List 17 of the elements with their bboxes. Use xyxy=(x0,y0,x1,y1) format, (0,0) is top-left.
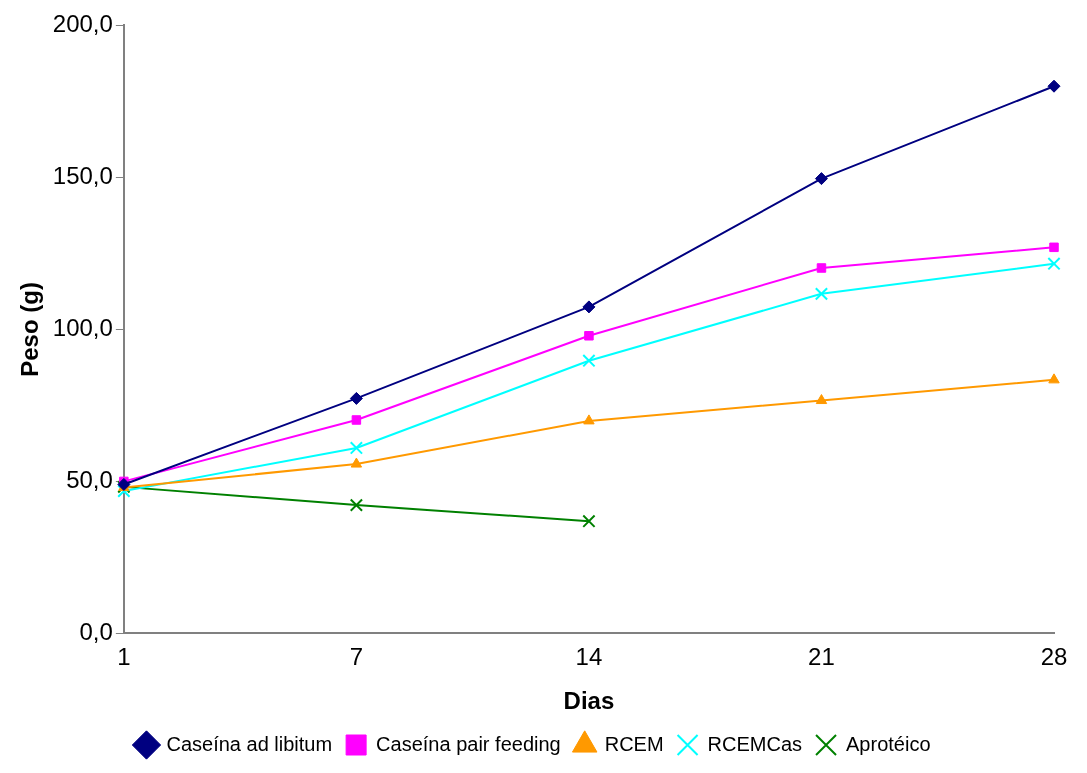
legend-label: Caseína ad libitum xyxy=(166,732,333,755)
x-tick-label: 28 xyxy=(1040,643,1068,671)
y-tick-label: 100,0 xyxy=(52,314,113,342)
y-tick-label: 150,0 xyxy=(52,162,113,190)
x-tick-label: 7 xyxy=(349,643,364,671)
y-tick-label: 0,0 xyxy=(79,618,113,646)
x-tick-label: 14 xyxy=(575,643,603,671)
x-tick-label: 21 xyxy=(808,643,835,671)
legend-label: RCEMCas xyxy=(707,732,803,755)
y-tick-label: 200,0 xyxy=(52,10,113,38)
y-tick-label: 50,0 xyxy=(66,466,113,494)
y-axis-title: Peso (g) xyxy=(16,282,44,377)
legend-label: RCEM xyxy=(604,732,664,755)
legend-label: Caseína pair feeding xyxy=(376,732,561,755)
x-tick-label: 1 xyxy=(117,643,131,671)
legend-label: Aprotéico xyxy=(846,732,931,755)
x-axis-title: Dias xyxy=(563,687,615,715)
